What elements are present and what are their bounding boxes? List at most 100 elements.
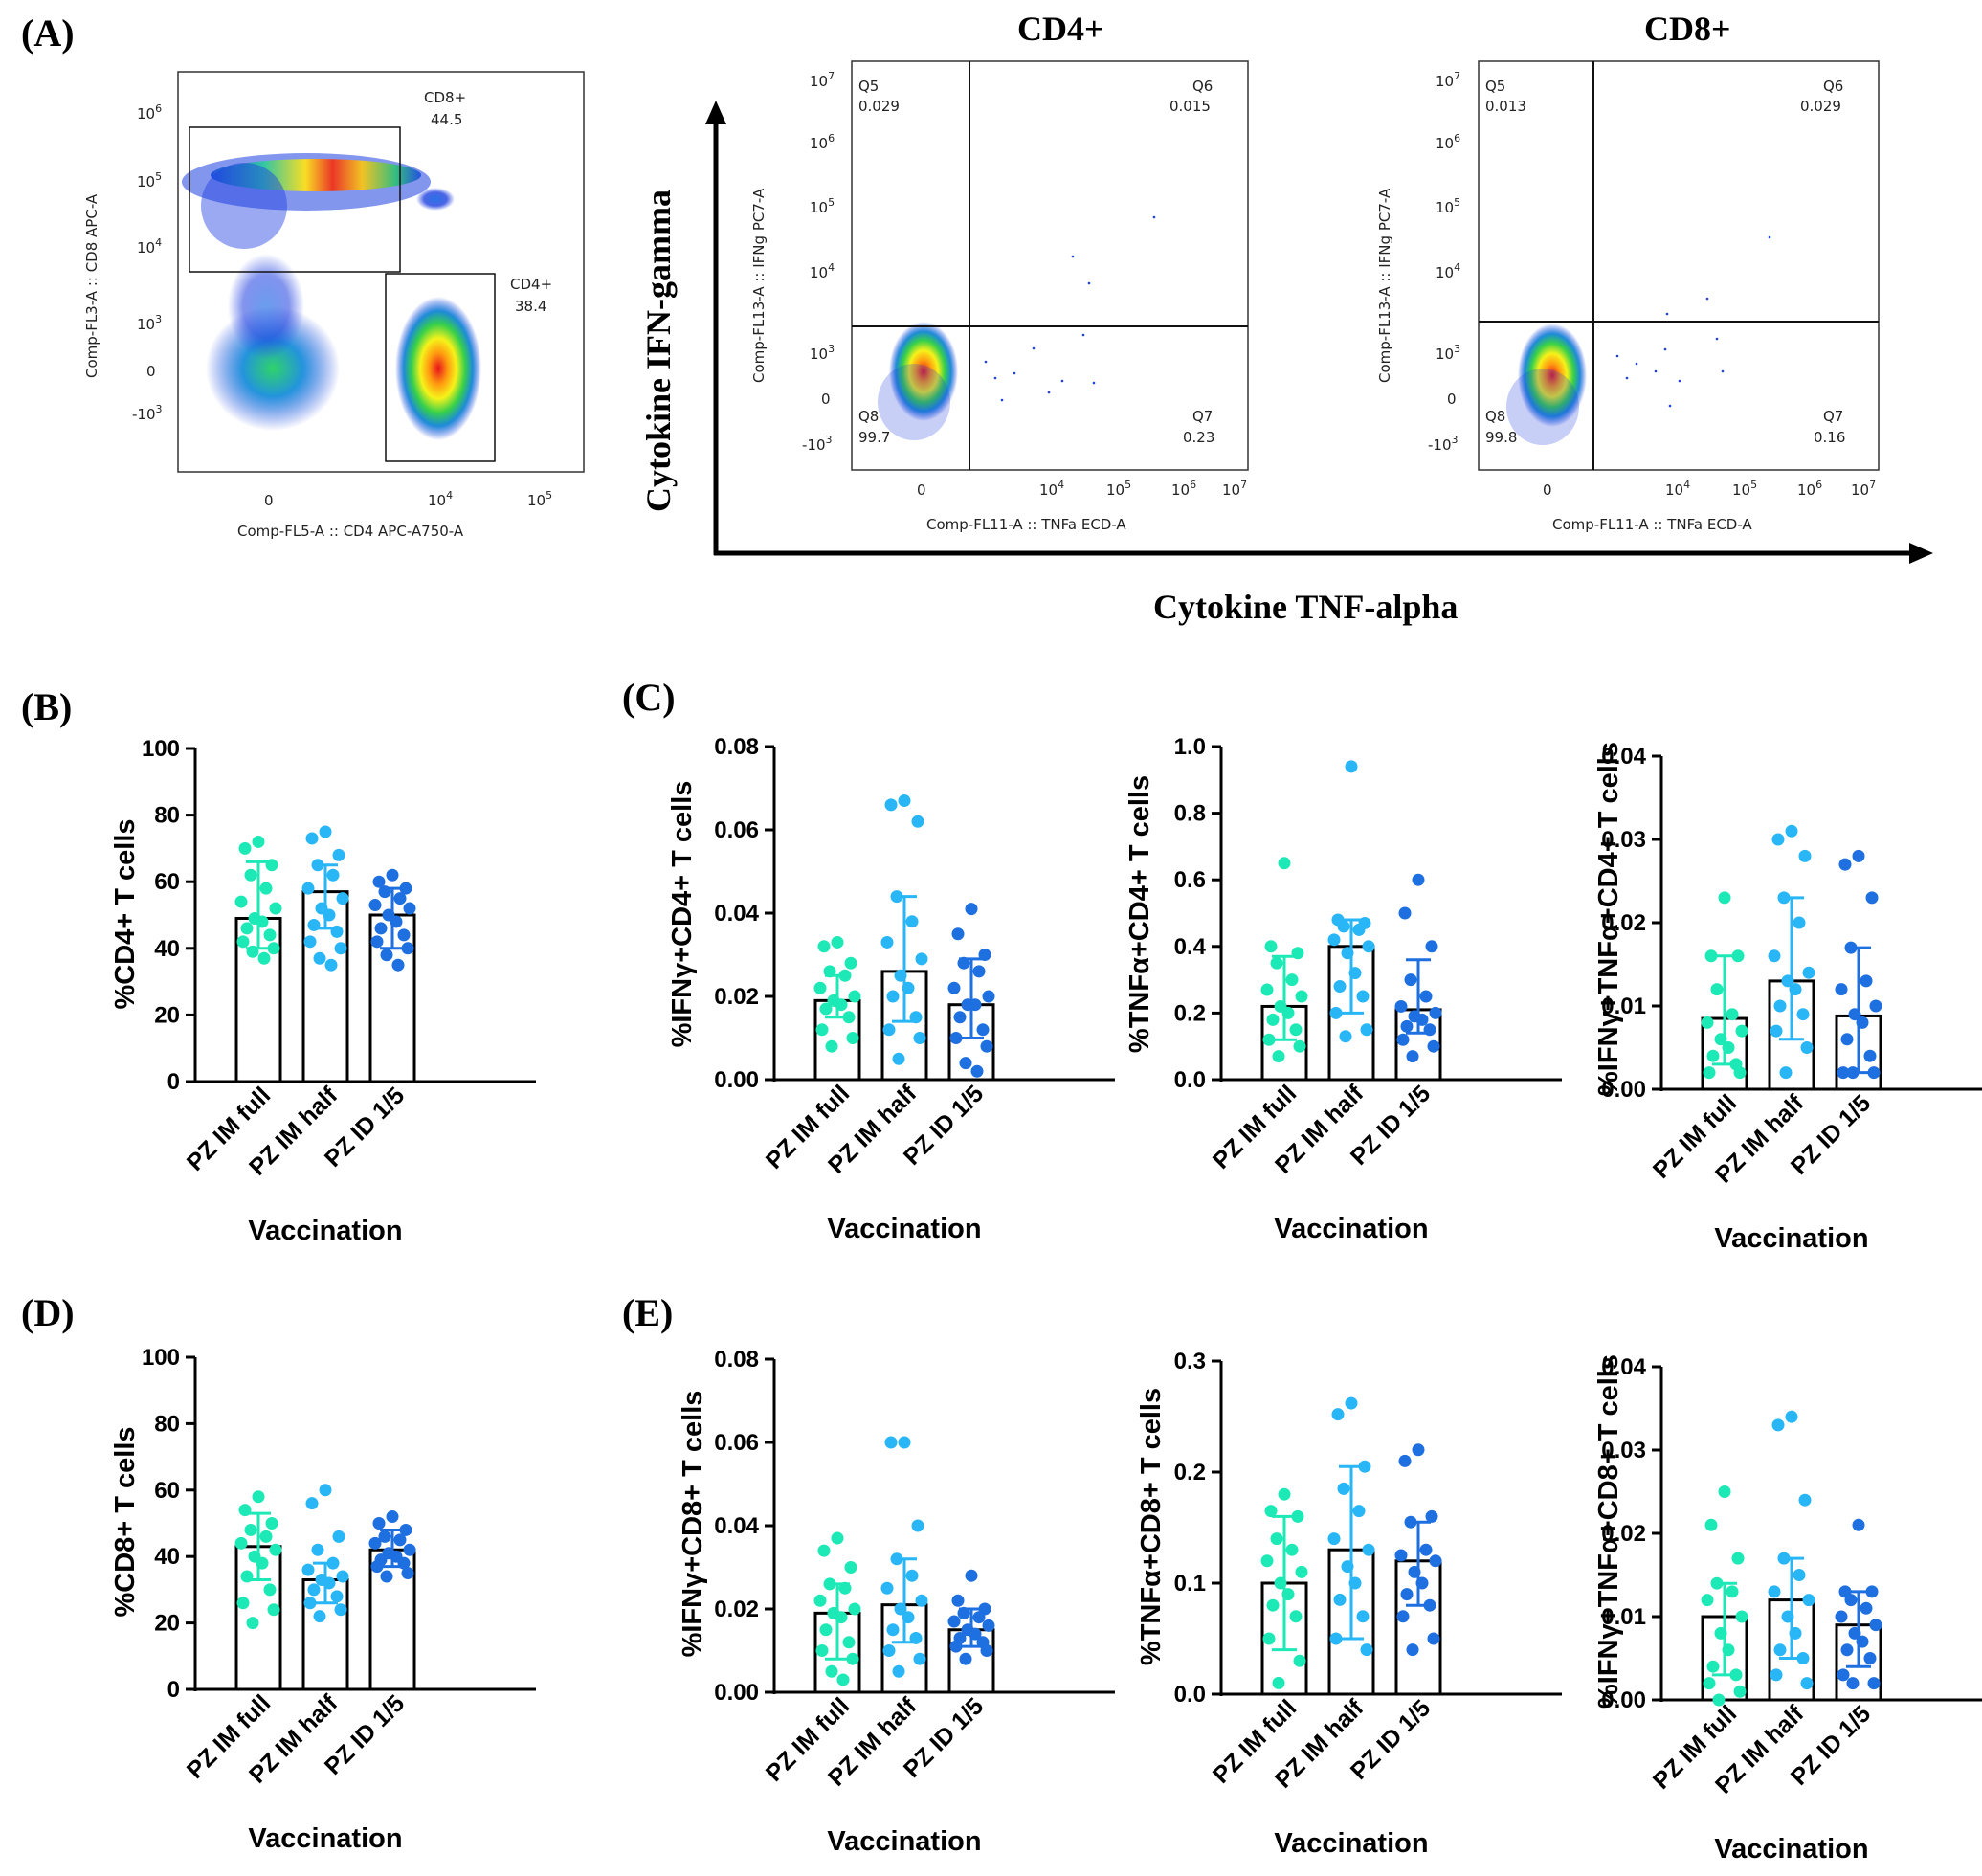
- data-point: [1848, 1626, 1861, 1640]
- data-point: [1345, 1396, 1358, 1410]
- data-point: [403, 1543, 416, 1556]
- panel-label-d: (D): [21, 1291, 75, 1334]
- data-point: [1356, 1610, 1370, 1623]
- x-axis-label: Vaccination: [1714, 1834, 1868, 1865]
- data-point: [894, 1602, 907, 1616]
- data-point: [252, 1490, 265, 1504]
- data-point: [1793, 1569, 1806, 1581]
- data-point: [234, 1536, 248, 1550]
- data-point: [1341, 1560, 1354, 1574]
- panel-label-c: (C): [622, 676, 676, 719]
- gating-ytick: 104: [137, 236, 162, 257]
- data-point: [909, 1011, 923, 1024]
- y-tick-label: 0.2: [1174, 1460, 1206, 1485]
- data-point: [949, 1032, 963, 1044]
- y-tick-label: 0.02: [714, 984, 759, 1010]
- panel-label-a: (A): [21, 11, 75, 55]
- quad-ytick: 0: [821, 391, 831, 408]
- data-point: [401, 942, 414, 955]
- data-point: [1404, 1515, 1417, 1529]
- data-point: [813, 1594, 827, 1607]
- data-point: [307, 918, 321, 931]
- q7-value: 0.16: [1814, 429, 1845, 446]
- y-tick-label: 0.03: [1601, 1438, 1646, 1463]
- data-point: [1789, 1626, 1802, 1640]
- data-point: [1400, 1588, 1414, 1601]
- data-point: [902, 981, 915, 994]
- quad-plot-cd4: CD4+ Q5 0.029 Q6 0.015 Q8 99.7 Q7 0.23 1…: [750, 10, 1249, 533]
- data-point: [267, 1603, 280, 1617]
- data-point: [368, 1536, 382, 1550]
- chart-e3: 0.00 0.01 0.02 0.03 0.04%IFNγ+TNFα+CD8+ T ce…: [1593, 1354, 1982, 1865]
- data-point: [1701, 1016, 1714, 1029]
- y-tick-label: 0.02: [1601, 910, 1646, 936]
- data-point: [401, 1567, 414, 1580]
- quad-xtick: 107: [1851, 479, 1876, 499]
- data-point: [307, 1583, 321, 1597]
- quad-ytick: 103: [1436, 343, 1460, 363]
- data-point: [1327, 933, 1341, 947]
- data-point: [905, 915, 919, 928]
- panel-label-b: (B): [21, 685, 72, 728]
- y-tick-label: 0.04: [1601, 1354, 1646, 1380]
- data-point: [252, 835, 265, 848]
- data-point: [313, 1610, 326, 1623]
- data-point: [815, 1644, 829, 1657]
- data-point: [324, 958, 338, 972]
- quad-ytick: -103: [1428, 434, 1459, 454]
- y-tick-label: 0.01: [1601, 1604, 1646, 1630]
- data-point: [240, 1570, 254, 1583]
- data-point: [1412, 1443, 1425, 1457]
- data-point: [1352, 923, 1366, 936]
- x-axis-label: Vaccination: [1274, 1828, 1428, 1859]
- data-point: [1768, 1585, 1781, 1598]
- data-point: [911, 815, 924, 828]
- data-point: [1726, 1008, 1739, 1021]
- data-point: [372, 1517, 386, 1530]
- q8-label: Q8: [858, 408, 879, 425]
- q6-value: 0.015: [1169, 98, 1211, 115]
- data-point: [957, 956, 970, 970]
- data-point: [1425, 940, 1438, 953]
- data-point: [1425, 1509, 1438, 1523]
- data-point: [391, 958, 405, 972]
- data-point: [1398, 1454, 1412, 1467]
- data-point: [1869, 1619, 1882, 1632]
- data-point: [965, 1569, 978, 1582]
- data-point: [969, 1627, 982, 1641]
- y-tick-label: 0.4: [1174, 934, 1207, 960]
- data-point: [1394, 999, 1408, 1013]
- data-point: [1262, 1632, 1276, 1645]
- data-point: [330, 925, 344, 938]
- data-point: [259, 882, 273, 895]
- q5-label: Q5: [1485, 78, 1505, 95]
- data-point: [842, 1636, 856, 1649]
- data-point: [1768, 949, 1781, 963]
- data-point: [263, 928, 277, 942]
- data-point: [236, 935, 250, 949]
- cytokine-x-axis-label: Cytokine TNF-alpha: [1153, 588, 1458, 626]
- y-tick-label: 40: [154, 1544, 180, 1570]
- data-point: [1348, 1576, 1362, 1590]
- data-point: [1718, 891, 1731, 904]
- chart-c3: 0.00 0.01 0.02 0.03 0.04%IFNγ+TNFα+CD4+ T ce…: [1593, 742, 1982, 1254]
- data-point: [848, 1602, 861, 1616]
- data-point: [238, 841, 252, 855]
- data-point: [1704, 949, 1718, 963]
- data-point: [301, 882, 315, 895]
- y-tick-label: 80: [154, 803, 180, 829]
- data-point: [1412, 873, 1425, 886]
- data-point: [1735, 1610, 1748, 1623]
- y-axis-label: %CD8+ T cells: [110, 1426, 141, 1617]
- y-tick-label: 0.02: [714, 1597, 759, 1622]
- q5-value: 0.029: [858, 98, 900, 115]
- data-point: [1406, 1050, 1419, 1063]
- data-point: [1360, 1023, 1373, 1037]
- data-point: [1264, 1505, 1278, 1518]
- data-point: [972, 965, 986, 978]
- data-point: [1415, 1576, 1429, 1590]
- data-point: [1362, 940, 1375, 953]
- q7-label: Q7: [1823, 408, 1843, 425]
- data-point: [1270, 956, 1283, 970]
